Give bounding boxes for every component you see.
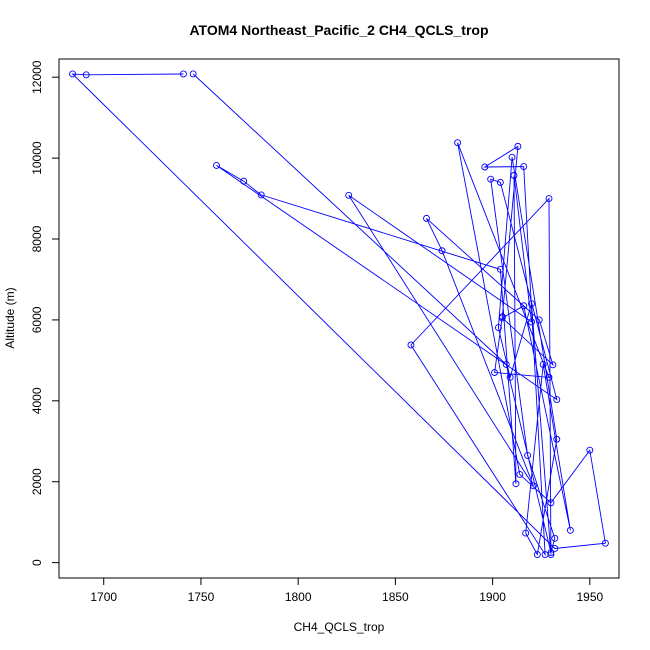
data-point: [520, 302, 528, 310]
y-tick-label: 0: [30, 559, 44, 566]
data-point: [539, 360, 547, 368]
plot-frame: [58, 58, 620, 579]
data-point: [257, 191, 265, 199]
data-point: [524, 451, 532, 459]
data-point: [535, 316, 543, 324]
data-point: [496, 265, 504, 273]
data-point: [487, 175, 495, 183]
data-point: [516, 470, 524, 478]
data-point: [454, 139, 462, 147]
data-point: [529, 482, 537, 490]
y-tick-label: 8000: [30, 225, 44, 252]
data-point: [407, 341, 415, 349]
data-point: [508, 153, 516, 161]
data-point: [82, 71, 90, 79]
y-tick-label: 4000: [30, 387, 44, 414]
chart-title: ATOM4 Northeast_Pacific_2 CH4_QCLS_trop: [189, 22, 488, 38]
data-point: [553, 435, 561, 443]
data-point: [189, 70, 197, 78]
y-tick-label: 12000: [30, 60, 44, 94]
data-point: [533, 551, 541, 558]
data-point: [553, 396, 561, 404]
x-tick-label: 1700: [90, 590, 117, 604]
data-point: [512, 480, 520, 488]
x-tick-label: 1850: [382, 590, 409, 604]
data-point: [510, 172, 518, 179]
data-point: [213, 161, 220, 169]
data-point: [502, 360, 510, 368]
data-point: [514, 142, 522, 150]
series-polyline: [71, 73, 606, 557]
data-point: [547, 499, 555, 507]
data-point: [566, 526, 574, 534]
series-line: [71, 73, 606, 557]
data-point: [522, 529, 530, 537]
data-point: [545, 195, 553, 203]
x-axis: 1700 1750 1800 1850 1900 1950: [90, 577, 604, 604]
x-axis-label: CH4_QCLS_trop: [294, 620, 385, 634]
data-point: [545, 373, 553, 381]
data-point: [498, 314, 506, 322]
data-point: [528, 300, 535, 308]
data-point: [491, 369, 499, 376]
series-points: [69, 70, 609, 558]
y-tick-label: 10000: [30, 141, 44, 175]
x-tick-label: 1800: [285, 590, 312, 604]
y-axis: 0 2000 4000 6000 8000 10000 12000: [30, 60, 60, 566]
x-tick-label: 1900: [479, 590, 506, 604]
data-point: [547, 551, 555, 558]
data-point: [551, 545, 559, 552]
y-axis-label: Altitude (m): [3, 287, 17, 348]
data-point: [520, 163, 528, 171]
data-point: [549, 361, 557, 369]
data-point: [240, 177, 248, 185]
x-tick-label: 1950: [576, 590, 603, 604]
data-point: [345, 191, 353, 199]
data-point: [179, 70, 187, 78]
data-point: [69, 70, 77, 78]
data-point: [551, 534, 559, 542]
x-tick-label: 1750: [188, 590, 215, 604]
data-point: [547, 549, 555, 556]
y-tick-label: 6000: [30, 306, 44, 333]
data-point: [494, 324, 502, 332]
data-point: [423, 214, 430, 222]
data-point: [481, 163, 489, 171]
data-point: [601, 539, 609, 547]
y-tick-label: 2000: [30, 468, 44, 495]
data-point: [438, 247, 446, 255]
data-point: [496, 178, 504, 186]
data-point: [586, 446, 594, 454]
data-point: [506, 373, 514, 381]
data-point: [528, 318, 535, 326]
